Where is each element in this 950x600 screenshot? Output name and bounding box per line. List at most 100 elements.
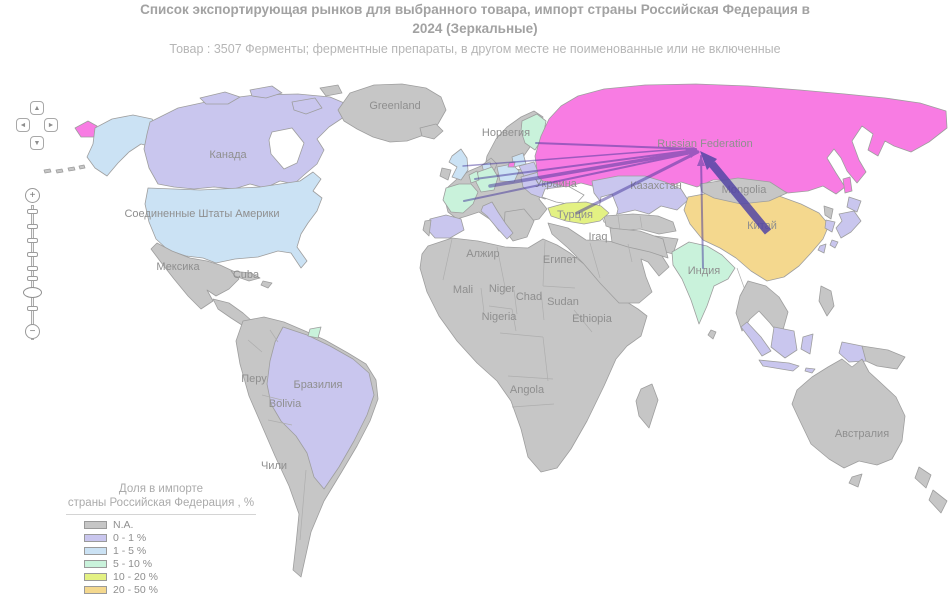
legend-swatch-10-20 — [84, 573, 107, 582]
label-turkey: Турция — [557, 209, 593, 221]
zoom-in-button[interactable]: + — [25, 188, 40, 203]
legend-swatch-1-5 — [84, 547, 107, 556]
flow-line-china — [708, 161, 772, 235]
country-mexico[interactable] — [150, 242, 240, 310]
title-block: Список экспортирующая рынков для выбранн… — [0, 1, 950, 56]
legend-row: N.A. — [84, 519, 256, 532]
country-madagascar[interactable] — [635, 383, 659, 429]
country-brazil[interactable] — [266, 326, 375, 490]
zoom-out-button[interactable]: − — [25, 324, 40, 339]
legend-label: 1 - 5 % — [113, 545, 147, 558]
flow-lines — [462, 142, 705, 269]
legend-swatch-20-50 — [84, 586, 107, 595]
country-alaska-usa[interactable] — [86, 114, 160, 177]
country-india[interactable] — [671, 241, 736, 325]
country-chukotka-russia[interactable] — [74, 120, 98, 138]
legend-swatch-na — [84, 521, 107, 530]
country-australia[interactable] — [791, 358, 906, 469]
label-norway: Норвегия — [482, 127, 530, 139]
flow-line-netherlands — [474, 149, 696, 180]
label-chad: Chad — [516, 291, 542, 303]
legend-label: N.A. — [113, 519, 134, 532]
aleutian-islands — [43, 164, 86, 174]
country-cuba[interactable] — [230, 270, 261, 282]
label-cuba: Cuba — [233, 269, 260, 281]
country-ireland[interactable] — [439, 167, 452, 181]
legend-row: 0 - 1 % — [84, 532, 256, 545]
country-south-korea[interactable] — [824, 219, 836, 233]
country-france[interactable] — [442, 183, 479, 214]
country-taiwan — [817, 243, 827, 254]
legend-label: 0 - 1 % — [113, 532, 147, 545]
arrowhead-icon — [685, 147, 696, 155]
label-algeria: Алжир — [466, 248, 499, 260]
page-title-line2: 2024 (Зеркальные) — [412, 20, 538, 36]
zoom-tick — [27, 252, 38, 257]
country-greenland[interactable] — [337, 83, 447, 143]
legend-title: Доля в импорте страны Российская Федерац… — [66, 482, 256, 515]
pan-left-button[interactable]: ◄ — [16, 118, 30, 132]
southeast-asia[interactable] — [735, 280, 789, 338]
country-netherlands[interactable] — [468, 170, 480, 184]
country-indonesia[interactable] — [740, 321, 816, 374]
label-greenland: Greenland — [369, 100, 420, 112]
flow-line-india — [700, 155, 704, 269]
country-french-guiana[interactable] — [307, 326, 322, 339]
country-new-zealand[interactable] — [914, 466, 948, 514]
africa-base[interactable] — [419, 237, 648, 473]
label-ukraine: Украина — [535, 178, 578, 190]
country-canada[interactable] — [143, 93, 350, 190]
pan-up-button[interactable]: ▲ — [30, 101, 44, 115]
zoom-track[interactable] — [31, 205, 34, 340]
country-papua-new-guinea[interactable] — [861, 345, 906, 370]
label-australia: Австралия — [835, 428, 889, 440]
label-canada: Канада — [209, 149, 247, 161]
country-uk[interactable] — [448, 148, 469, 181]
sakhalin-russia — [842, 176, 853, 194]
flow-arrowheads-small — [685, 147, 705, 166]
country-iceland[interactable] — [419, 123, 444, 140]
label-usa: Соединенные Штаты Америки — [124, 208, 279, 220]
country-iran[interactable] — [609, 227, 669, 259]
label-brazil: Бразилия — [293, 379, 342, 391]
zoom-tick — [27, 306, 38, 311]
zoom-tick — [27, 224, 38, 229]
label-angola: Angola — [510, 384, 545, 396]
label-nigeria: Nigeria — [482, 311, 518, 323]
arctic-islands — [199, 85, 323, 115]
label-egypt: Египет — [543, 254, 577, 266]
country-portugal[interactable] — [422, 219, 432, 237]
label-mali: Mali — [453, 284, 473, 296]
country-japan[interactable] — [829, 196, 862, 249]
hudson-bay — [268, 127, 305, 170]
country-spain[interactable] — [426, 214, 465, 239]
flow-line-france — [463, 151, 697, 202]
label-ethiopia: Ethiopia — [572, 313, 613, 325]
country-sri-lanka — [707, 329, 717, 340]
legend-label: 10 - 20 % — [113, 571, 158, 584]
zoom-tick — [27, 276, 38, 281]
zoom-slider: + − — [23, 188, 42, 348]
pan-down-button[interactable]: ▼ — [30, 136, 44, 150]
country-philippines[interactable] — [818, 285, 835, 317]
legend-label: 5 - 10 % — [113, 558, 153, 571]
zoom-tick — [27, 266, 38, 271]
tasmania — [848, 473, 863, 488]
arrowhead-icon — [697, 156, 705, 166]
hispaniola-island — [260, 280, 273, 289]
legend-title-line2: страны Российская Федерация , % — [67, 497, 255, 510]
ellesmere-island — [319, 84, 343, 97]
label-peru: Перу — [241, 373, 267, 385]
label-mexico: Мексика — [156, 261, 200, 273]
page-subtitle: Товар : 3507 Ферменты; ферментные препар… — [169, 41, 781, 56]
country-italy[interactable] — [480, 201, 514, 240]
label-sudan: Sudan — [547, 296, 579, 308]
pan-right-button[interactable]: ► — [44, 118, 58, 132]
zoom-handle[interactable] — [23, 287, 42, 298]
flow-line-turkey — [575, 150, 700, 215]
legend-title-line1: Доля в импорте — [118, 483, 204, 495]
country-mongolia[interactable] — [699, 177, 788, 205]
middle-east-base[interactable] — [547, 222, 670, 304]
legend-label: 20 - 50 % — [113, 584, 158, 597]
